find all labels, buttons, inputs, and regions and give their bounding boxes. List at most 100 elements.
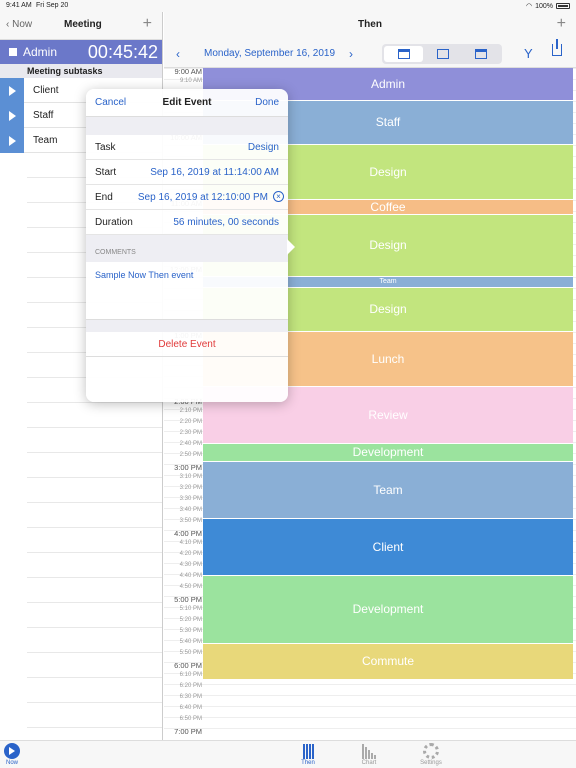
time-label: 4:30 PM xyxy=(179,562,202,568)
time-label: 2:20 PM xyxy=(179,419,202,425)
running-timer: 00:45:42 xyxy=(87,42,158,62)
done-button[interactable]: Done xyxy=(255,97,279,108)
time-label: 3:30 PM xyxy=(179,496,202,502)
popover-spacer xyxy=(86,117,288,135)
tab-chart-label: Chart xyxy=(361,760,377,766)
time-label: 5:30 PM xyxy=(179,628,202,634)
time-gridline xyxy=(164,684,576,685)
event-block[interactable]: Commute xyxy=(203,644,573,679)
tab-then-label: Then xyxy=(301,760,315,766)
current-date[interactable]: Monday, September 16, 2019 xyxy=(204,48,336,59)
time-label: 6:40 PM xyxy=(179,705,202,711)
subtask-label: Staff xyxy=(33,110,54,121)
subtask-row[interactable]: Client xyxy=(0,78,162,103)
time-label: 4:40 PM xyxy=(179,573,202,579)
time-label: 2:40 PM xyxy=(179,441,202,447)
play-icon[interactable] xyxy=(0,128,24,153)
tab-bar: Now Then Chart Settings xyxy=(0,740,576,768)
comment-field[interactable]: Sample Now Then event xyxy=(86,262,288,320)
time-gridline xyxy=(164,728,576,729)
empty-row xyxy=(27,453,162,478)
day-view-icon xyxy=(398,49,410,59)
popover-arrow xyxy=(287,239,295,255)
empty-row xyxy=(27,478,162,503)
status-date: Fri Sep 20 xyxy=(36,2,69,9)
back-label: Now xyxy=(12,19,33,30)
task-row[interactable]: Task Design xyxy=(86,135,288,160)
time-label: 4:10 PM xyxy=(179,540,202,546)
week-view-segment[interactable] xyxy=(423,46,462,62)
event-block[interactable]: Team xyxy=(203,461,573,518)
play-icon[interactable] xyxy=(0,78,24,103)
right-pane: Then + ‹ Monday, September 16, 2019 › Y … xyxy=(164,12,576,740)
popover-spacer xyxy=(86,320,288,332)
duration-label: Duration xyxy=(95,217,133,228)
time-label: 5:00 PM xyxy=(174,595,202,604)
time-label: 2:10 PM xyxy=(179,408,202,414)
tab-chart[interactable]: Chart xyxy=(349,743,389,766)
play-icon[interactable] xyxy=(0,103,24,128)
time-label: 6:20 PM xyxy=(179,683,202,689)
time-label: 4:00 PM xyxy=(174,529,202,538)
time-label: 4:20 PM xyxy=(179,551,202,557)
time-gridline xyxy=(164,717,576,718)
delete-event-button[interactable]: Delete Event xyxy=(86,332,288,357)
subtask-row[interactable]: Team xyxy=(0,128,162,153)
battery-percent: 100% xyxy=(535,2,553,10)
list-view-segment[interactable] xyxy=(461,46,500,62)
clear-end-icon[interactable]: × xyxy=(273,191,284,202)
tab-settings-label: Settings xyxy=(420,760,442,766)
duration-row[interactable]: Duration 56 minutes, 00 seconds xyxy=(86,210,288,235)
time-label: 2:50 PM xyxy=(179,452,202,458)
event-block[interactable]: Development xyxy=(203,444,573,461)
back-button[interactable]: ‹ Now xyxy=(6,19,33,30)
share-icon[interactable] xyxy=(552,39,562,56)
add-event-button[interactable]: + xyxy=(556,15,566,32)
left-nav-bar: ‹ Now Meeting + xyxy=(0,12,162,40)
event-block[interactable]: Coffee xyxy=(203,200,573,215)
day-toolbar: ‹ Monday, September 16, 2019 › Y xyxy=(164,39,576,68)
day-view-segment[interactable] xyxy=(384,46,423,62)
event-block[interactable]: Team xyxy=(203,277,573,287)
running-task-name: Admin xyxy=(23,45,58,59)
then-icon xyxy=(300,743,316,759)
time-label: 3:50 PM xyxy=(179,518,202,524)
stop-icon[interactable] xyxy=(9,48,17,56)
chart-icon xyxy=(361,743,377,759)
end-row[interactable]: End Sep 16, 2019 at 12:10:00 PM × xyxy=(86,185,288,210)
subtask-label: Team xyxy=(33,135,58,146)
gear-icon xyxy=(423,743,439,759)
add-subtask-button[interactable]: + xyxy=(142,15,152,32)
duration-value: 56 minutes, 00 seconds xyxy=(173,217,279,228)
empty-row xyxy=(27,503,162,528)
day-timeline: 9:00 AM9:10 AM10:00 AM11:00 AM12:00 PM1:… xyxy=(164,67,576,738)
week-view-icon xyxy=(436,49,449,59)
empty-row xyxy=(27,553,162,578)
cancel-button[interactable]: Cancel xyxy=(95,97,127,108)
event-block[interactable]: Client xyxy=(203,519,573,576)
prev-day-icon[interactable]: ‹ xyxy=(176,47,180,61)
tab-then[interactable]: Then xyxy=(288,743,328,766)
event-block[interactable]: Development xyxy=(203,576,573,644)
empty-row xyxy=(27,428,162,453)
time-label: 5:50 PM xyxy=(179,650,202,656)
empty-row xyxy=(27,653,162,678)
subtask-row[interactable]: Staff xyxy=(0,103,162,128)
end-label: End xyxy=(95,192,113,203)
view-segmented-control xyxy=(382,44,502,64)
empty-row xyxy=(27,578,162,603)
battery-icon xyxy=(556,3,570,9)
right-title: Then xyxy=(358,19,382,30)
now-icon xyxy=(4,743,20,759)
list-view-icon xyxy=(475,49,488,59)
time-label: 6:50 PM xyxy=(179,716,202,722)
filter-icon[interactable]: Y xyxy=(524,46,533,61)
tab-settings[interactable]: Settings xyxy=(411,743,451,766)
tab-now[interactable]: Now xyxy=(0,743,32,766)
time-label: 4:50 PM xyxy=(179,584,202,590)
start-row[interactable]: Start Sep 16, 2019 at 11:14:00 AM xyxy=(86,160,288,185)
popover-header: Cancel Edit Event Done xyxy=(86,89,288,117)
running-task-bar[interactable]: Admin 00:45:42 xyxy=(0,40,162,64)
task-label: Task xyxy=(95,142,116,153)
next-day-icon[interactable]: › xyxy=(349,47,353,61)
